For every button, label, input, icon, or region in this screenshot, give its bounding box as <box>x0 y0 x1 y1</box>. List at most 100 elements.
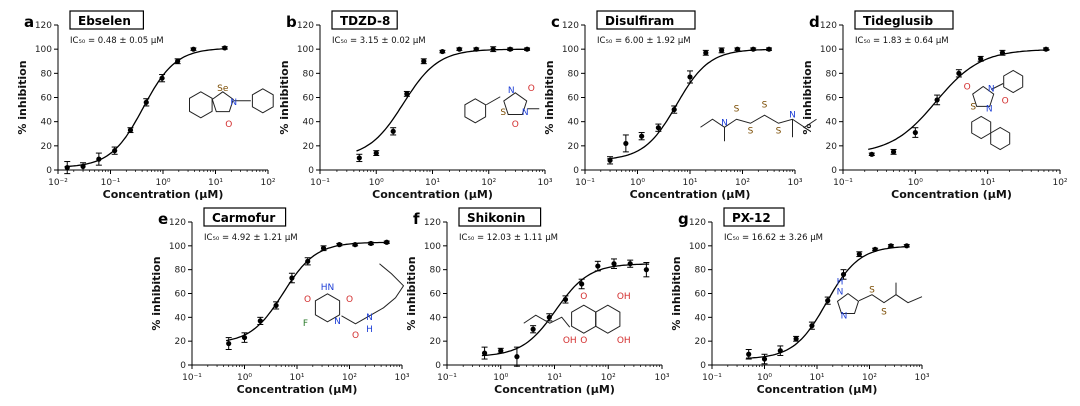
x-tick-label: 10² <box>481 178 496 188</box>
y-tick-label: 100 <box>424 242 441 252</box>
compound-name: Tideglusib <box>863 14 934 28</box>
panel-letter: c <box>551 13 560 31</box>
imidazole-ring <box>836 292 860 314</box>
panel-letter: g <box>678 210 689 228</box>
y-tick-label: 80 <box>568 69 580 79</box>
data-point <box>368 240 374 247</box>
x-axis-title: Concentration (μM) <box>630 188 751 201</box>
data-point <box>840 271 847 278</box>
compound-name: Carmofur <box>212 211 275 225</box>
naphthalene-ring-1 <box>971 115 992 140</box>
structure-atom-label: O <box>964 83 971 93</box>
structure-atom-label: N <box>837 288 844 298</box>
x-tick-label: 10⁻¹ <box>702 373 722 383</box>
data-point <box>607 157 613 163</box>
x-axis-title: Concentration (μM) <box>757 383 878 396</box>
data-point <box>934 97 940 103</box>
chart-panel-b: 0 20 40 60 80 100 120 10⁻¹ 10⁰ 10¹ 10² 10³ Concentra… <box>278 10 553 201</box>
compound-name: TDZD-8 <box>340 14 390 28</box>
y-tick-label: 0 <box>700 361 706 371</box>
bond <box>990 83 1004 90</box>
data-point <box>671 106 677 113</box>
y-axis-title: % inhibition <box>150 256 163 330</box>
x-tick-label: 10⁰ <box>630 178 645 188</box>
ic50-label: IC₅₀ = 12.03 ± 1.11 μM <box>459 233 558 243</box>
compound-name-box <box>69 10 145 30</box>
structure-atom-label: N <box>986 105 993 115</box>
y-tick-label: 40 <box>826 118 838 128</box>
benzyl-ring <box>464 98 487 124</box>
data-point <box>421 58 427 64</box>
data-point <box>734 46 741 52</box>
y-tick-label: 60 <box>826 94 838 104</box>
data-point <box>352 242 358 248</box>
x-tick-label: 10⁻² <box>48 178 68 188</box>
data-point <box>530 326 536 332</box>
data-point <box>143 99 149 105</box>
data-point <box>336 242 342 248</box>
structure-atom-label: OH <box>617 336 631 346</box>
x-tick-label: 10⁻¹ <box>575 178 595 188</box>
x-tick-label: 10³ <box>787 178 802 188</box>
x-tick-label: 10⁰ <box>237 373 252 383</box>
x-tick-label: 10⁻¹ <box>182 373 202 383</box>
structure-atom-label: S <box>881 308 887 318</box>
data-point <box>439 48 446 55</box>
y-tick-label: 20 <box>826 142 838 152</box>
structure-atom-label: S <box>748 126 754 136</box>
y-tick-label: 120 <box>820 21 837 31</box>
chart-panel-d: 0 20 40 60 80 100 120 10⁻¹ 10⁰ 10¹ 10² Concentratio… <box>801 10 1068 201</box>
x-tick-label: 10¹ <box>547 373 562 383</box>
molecule-structure <box>700 114 817 142</box>
y-tick-label: 120 <box>424 218 441 228</box>
compound-name: Disulfiram <box>605 14 674 28</box>
structure-atom-label: OH <box>617 292 631 302</box>
ic50-label: IC₅₀ = 3.15 ± 0.02 μM <box>332 36 426 46</box>
data-point <box>273 302 279 309</box>
molecule-structure <box>836 282 923 314</box>
panel-letter: b <box>286 13 297 31</box>
compound-name: PX-12 <box>732 211 771 225</box>
data-point <box>112 148 118 154</box>
data-point <box>687 74 693 80</box>
y-tick-label: 40 <box>695 313 707 323</box>
structure-atom-label: N <box>721 118 728 128</box>
y-tick-label: 100 <box>169 242 186 252</box>
molecule-structure <box>464 92 540 124</box>
structure-atom-label: HN <box>321 283 335 293</box>
data-point <box>999 50 1006 56</box>
disulfiram-chain <box>700 114 817 128</box>
y-tick-label: 0 <box>435 361 441 371</box>
data-point <box>956 70 962 76</box>
data-point <box>305 258 311 264</box>
structure-atom-label: S <box>734 104 740 114</box>
naphthoquinone-ring-2 <box>595 304 621 334</box>
x-tick-label: 10³ <box>394 373 409 383</box>
x-tick-label: 10⁻¹ <box>833 178 853 188</box>
chart-panel-e: 0 20 40 60 80 100 120 10⁻¹ 10⁰ 10¹ 10² 10³ Concentra… <box>150 207 410 396</box>
data-point <box>869 151 875 157</box>
chart-panel-c: 0 20 40 60 80 100 120 10⁻¹ 10⁰ 10¹ 10² 10³ Concentra… <box>543 10 817 201</box>
y-tick-label: 40 <box>41 118 53 128</box>
y-tick-label: 20 <box>303 142 315 152</box>
fit-curve <box>64 47 228 168</box>
data-point <box>175 58 181 64</box>
structure-atom-label: S <box>869 286 875 296</box>
chart-panel-g: 0 20 40 60 80 100 120 10⁻¹ 10⁰ 10¹ 10² 10³ Concentra… <box>670 207 930 396</box>
ic50-label: IC₅₀ = 1.83 ± 0.64 μM <box>855 36 949 46</box>
data-point <box>159 75 165 81</box>
x-tick-label: 10¹ <box>208 178 223 188</box>
x-tick-label: 10⁰ <box>493 373 508 383</box>
y-tick-label: 120 <box>169 218 186 228</box>
side-chain <box>523 314 571 328</box>
data-point <box>241 334 248 341</box>
data-point <box>473 46 479 52</box>
data-point <box>777 348 783 354</box>
panel-letter: a <box>24 13 34 31</box>
y-tick-label: 0 <box>180 361 186 371</box>
data-point <box>127 127 134 133</box>
y-tick-label: 100 <box>35 45 52 55</box>
y-tick-label: 120 <box>35 21 52 31</box>
panel-letter: d <box>809 13 820 31</box>
molecule-structure <box>189 88 274 119</box>
